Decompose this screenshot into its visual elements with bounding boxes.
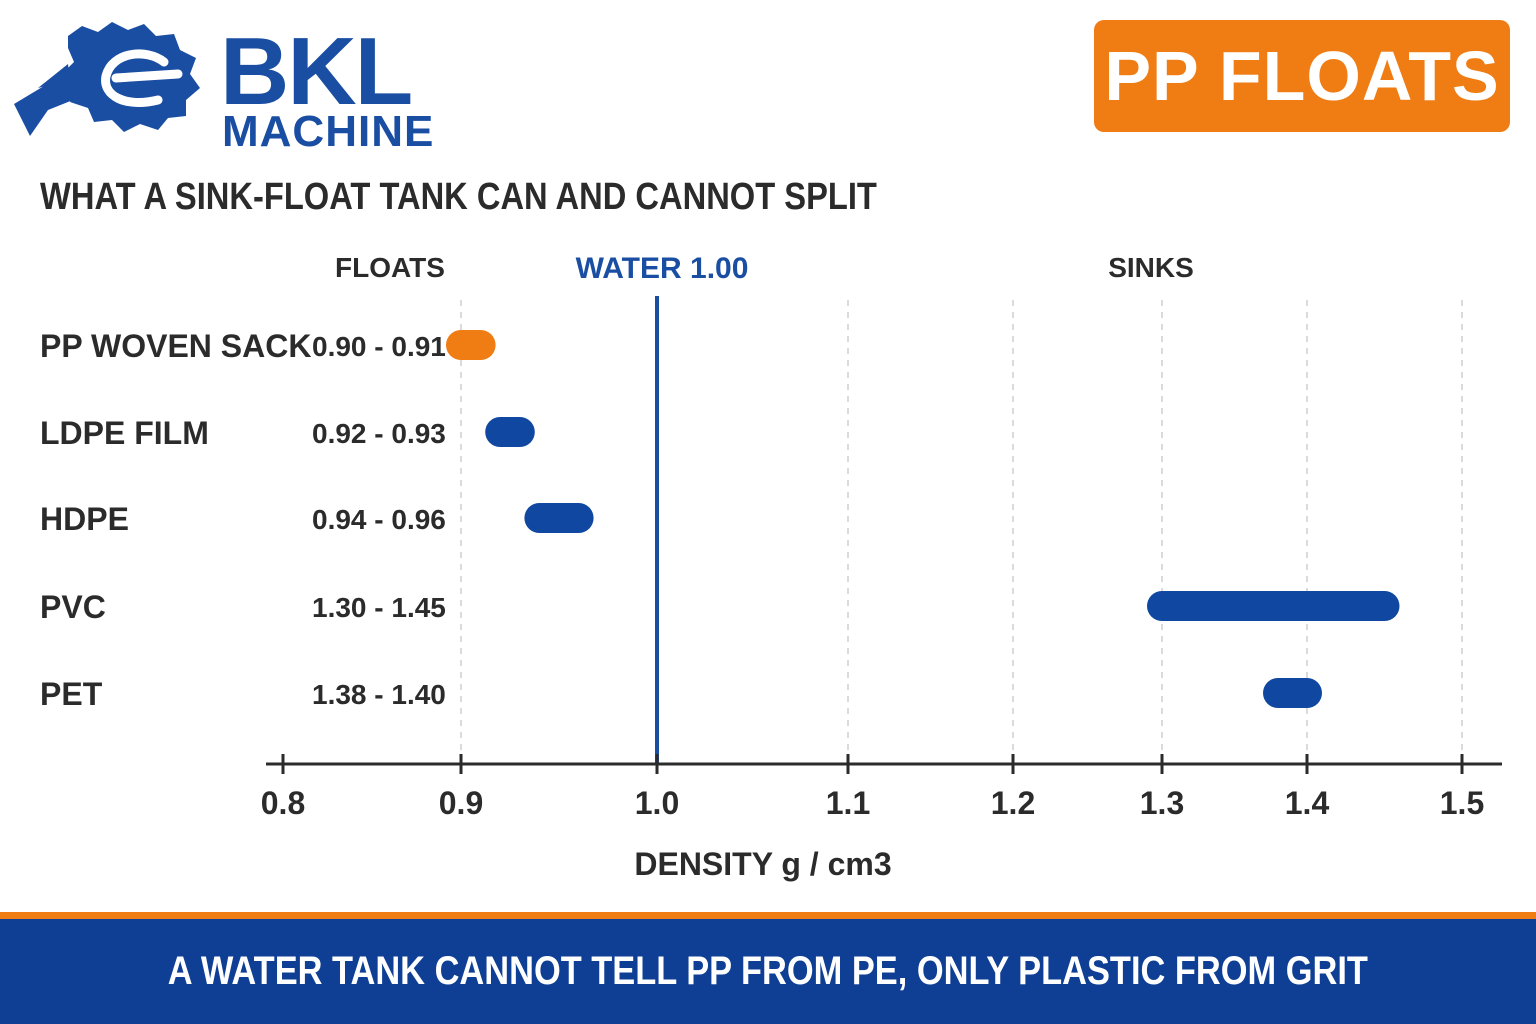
x-axis-label: DENSITY g / cm3 — [634, 846, 891, 882]
brand-name: BKL — [220, 18, 413, 125]
range-value-label: 0.90 - 0.91 — [312, 331, 446, 362]
density-range-bar — [1147, 591, 1400, 621]
category-label: PET — [40, 676, 103, 712]
x-tick-label: 1.4 — [1285, 785, 1330, 821]
sinks-region-label: SINKS — [1108, 252, 1194, 283]
x-tick-label: 0.9 — [439, 785, 483, 821]
floats-region-label: FLOATS — [335, 252, 445, 283]
x-tick-label: 1.5 — [1440, 785, 1484, 821]
x-tick-label: 0.8 — [261, 785, 305, 821]
range-value-label: 0.92 - 0.93 — [312, 418, 446, 449]
brand-subname: MACHINE — [222, 107, 435, 156]
density-range-bar — [485, 417, 535, 447]
x-tick-label: 1.2 — [991, 785, 1035, 821]
x-tick-label: 1.3 — [1140, 785, 1184, 821]
x-tick-label: 1.1 — [826, 785, 870, 821]
category-label: LDPE FILM — [40, 415, 209, 451]
category-label: PVC — [40, 589, 106, 625]
category-label: PP WOVEN SACK — [40, 328, 311, 364]
density-range-bar — [446, 330, 496, 360]
footer-banner: A WATER TANK CANNOT TELL PP FROM PE, ONL… — [0, 919, 1536, 1024]
page-headline: WHAT A SINK-FLOAT TANK CAN AND CANNOT SP… — [40, 176, 877, 218]
category-label: HDPE — [40, 501, 129, 537]
density-range-chart: 0.8 0.9 1.0 1.1 1.2 1.3 1.4 1.5 DENSITY g / cm3 F… — [40, 252, 1502, 882]
range-value-label: 0.94 - 0.96 — [312, 504, 446, 535]
range-value-label: 1.30 - 1.45 — [312, 592, 446, 623]
x-tick-label: 1.0 — [635, 785, 679, 821]
footer-text: A WATER TANK CANNOT TELL PP FROM PE, ONL… — [167, 949, 1369, 993]
gear-logo-icon — [14, 22, 200, 136]
density-range-bar — [1263, 678, 1322, 708]
brand-logo: BKL MACHINE — [8, 18, 478, 156]
footer-accent-line — [0, 912, 1536, 919]
water-reference-label: WATER 1.00 — [576, 252, 749, 285]
pp-floats-badge: PP FLOATS — [1094, 20, 1510, 132]
range-value-label: 1.38 - 1.40 — [312, 679, 446, 710]
density-range-bar — [524, 503, 594, 533]
